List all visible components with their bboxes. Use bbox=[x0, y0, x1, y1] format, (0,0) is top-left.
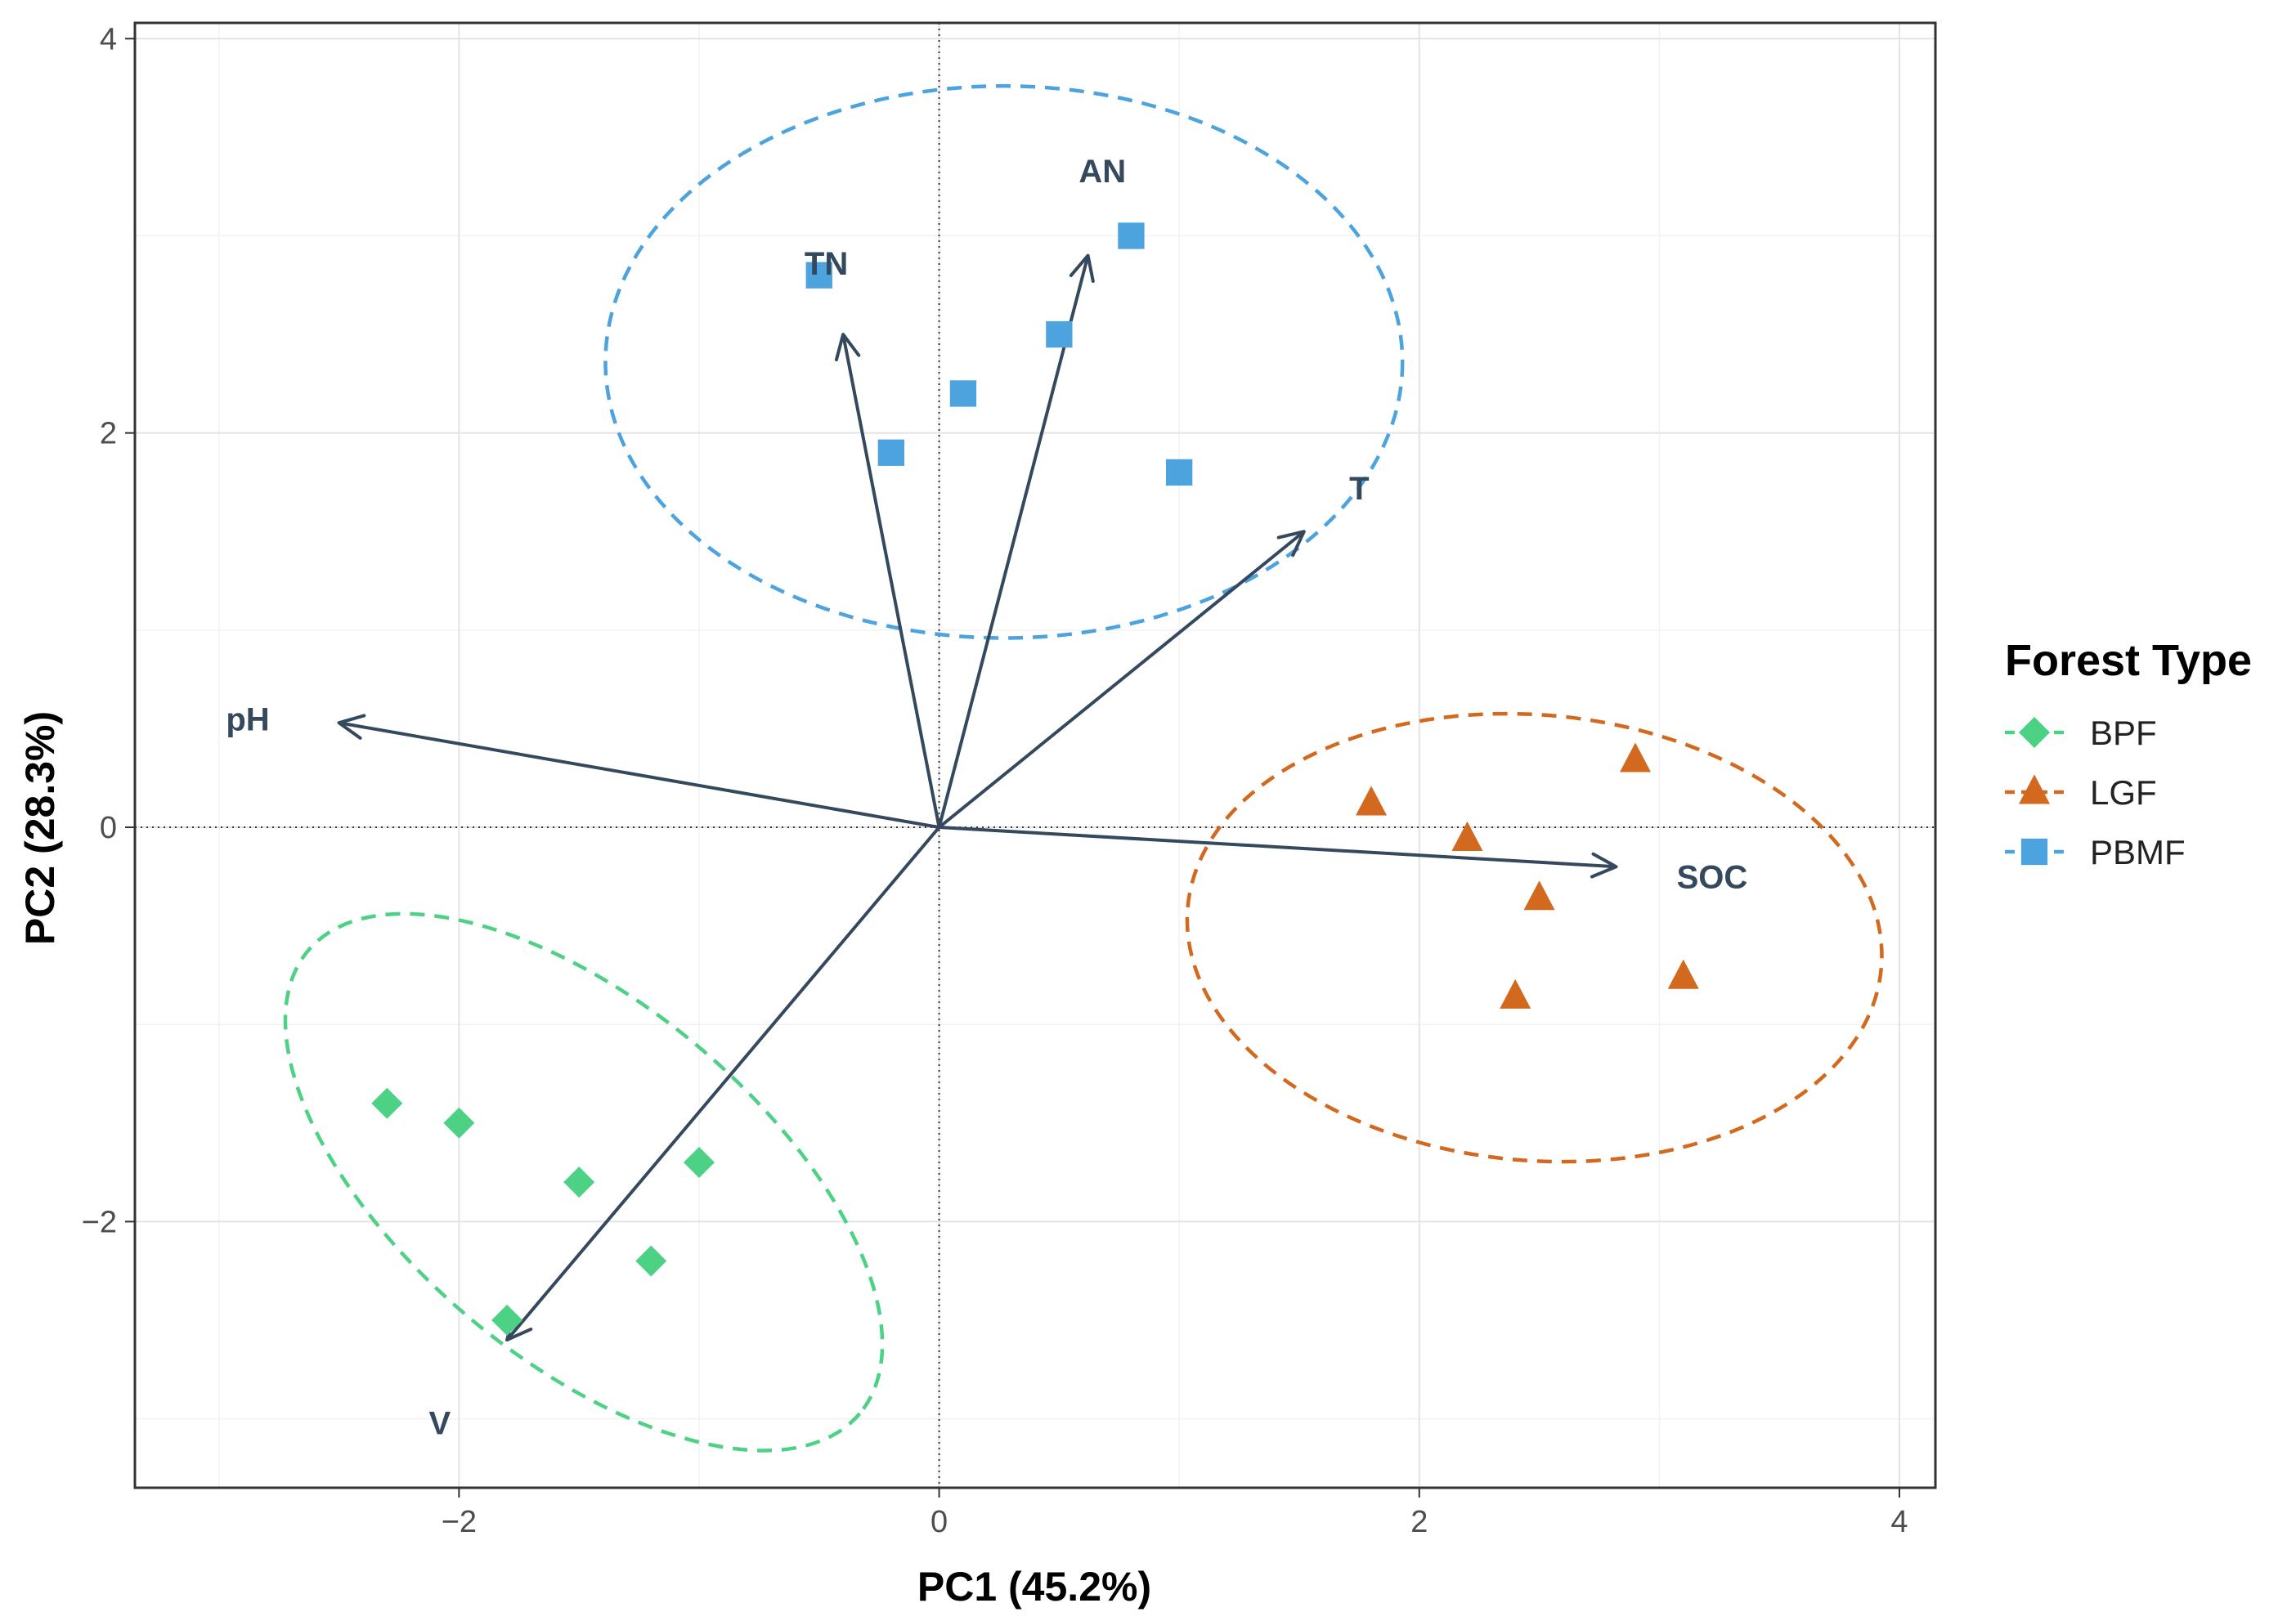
legend-item-pbmf: PBMF bbox=[2005, 833, 2186, 871]
y-axis-title: PC2 (28.3%) bbox=[17, 711, 63, 945]
loading-label-tn: TN bbox=[805, 246, 848, 282]
loading-arrow-soc bbox=[939, 826, 1617, 869]
point-lgf bbox=[1523, 880, 1555, 911]
point-pbmf bbox=[877, 439, 904, 466]
point-lgf bbox=[1667, 959, 1699, 989]
loading-arrow-tn bbox=[841, 334, 941, 828]
x-tick-label: 2 bbox=[1410, 1505, 1428, 1539]
point-lgf bbox=[1500, 978, 1531, 1009]
point-bpf bbox=[491, 1304, 523, 1336]
point-bpf bbox=[443, 1107, 475, 1139]
legend-item-lgf: LGF bbox=[2005, 773, 2157, 812]
y-tick-label: 0 bbox=[100, 811, 117, 845]
x-axis-title: PC1 (45.2%) bbox=[917, 1564, 1151, 1610]
legend-label: LGF bbox=[2090, 773, 2157, 812]
point-pbmf bbox=[1046, 320, 1073, 348]
x-tick-label: −2 bbox=[442, 1505, 477, 1539]
legend-label: PBMF bbox=[2090, 833, 2186, 871]
loading-arrow-v bbox=[505, 826, 941, 1341]
data-points bbox=[371, 222, 1699, 1336]
panel-border bbox=[133, 21, 1937, 1489]
loading-arrows bbox=[337, 253, 1618, 1342]
arrowhead-t bbox=[1276, 530, 1306, 557]
legend-key-marker bbox=[2019, 717, 2050, 748]
loading-label-ph: pH bbox=[226, 701, 269, 737]
axis-ticks: −2 0 2 4 −2 0 2 4 bbox=[82, 22, 1908, 1539]
arrowhead-soc bbox=[1590, 852, 1618, 879]
legend-key-marker bbox=[2020, 838, 2048, 866]
loading-labels: AN TN TpH SOC V bbox=[226, 154, 1747, 1442]
loading-label-v: V bbox=[429, 1405, 451, 1441]
arrowhead-tn bbox=[834, 333, 861, 362]
point-pbmf bbox=[805, 262, 832, 289]
point-pbmf bbox=[949, 380, 977, 407]
arrowhead-an bbox=[1069, 253, 1095, 283]
ellipse-lgf bbox=[1185, 711, 1884, 1164]
point-bpf bbox=[635, 1245, 667, 1277]
legend-label: BPF bbox=[2090, 714, 2157, 752]
point-lgf bbox=[1620, 742, 1651, 772]
loading-label-soc: SOC bbox=[1677, 859, 1748, 895]
arrowhead-ph bbox=[337, 714, 366, 740]
y-tick-label: 4 bbox=[100, 22, 117, 56]
loading-label-t: T bbox=[1349, 471, 1369, 507]
point-pbmf bbox=[1118, 222, 1145, 249]
zero-reference-lines bbox=[135, 23, 1935, 1488]
ellipse-pbmf bbox=[603, 83, 1405, 640]
point-bpf bbox=[563, 1166, 595, 1198]
legend-title: Forest Type bbox=[2005, 636, 2252, 685]
point-bpf bbox=[683, 1147, 715, 1179]
legend-key-marker bbox=[2019, 774, 2050, 804]
point-pbmf bbox=[1166, 459, 1193, 486]
confidence-ellipses bbox=[283, 83, 1884, 1453]
point-bpf bbox=[371, 1087, 403, 1119]
loading-arrow-ph bbox=[339, 721, 939, 830]
legend-item-bpf: BPF bbox=[2005, 714, 2157, 752]
loading-arrow-t bbox=[938, 530, 1306, 829]
y-tick-label: −2 bbox=[82, 1205, 117, 1239]
x-tick-label: 0 bbox=[931, 1505, 948, 1539]
ellipse-bpf bbox=[283, 911, 885, 1453]
point-lgf bbox=[1451, 821, 1483, 851]
point-lgf bbox=[1356, 786, 1388, 816]
loading-arrow-an bbox=[937, 255, 1090, 828]
x-tick-label: 4 bbox=[1890, 1505, 1908, 1539]
y-tick-label: 2 bbox=[100, 417, 117, 451]
legend: Forest Type BPF LGF PBMF bbox=[2005, 636, 2252, 871]
loading-label-an: AN bbox=[1078, 154, 1126, 190]
